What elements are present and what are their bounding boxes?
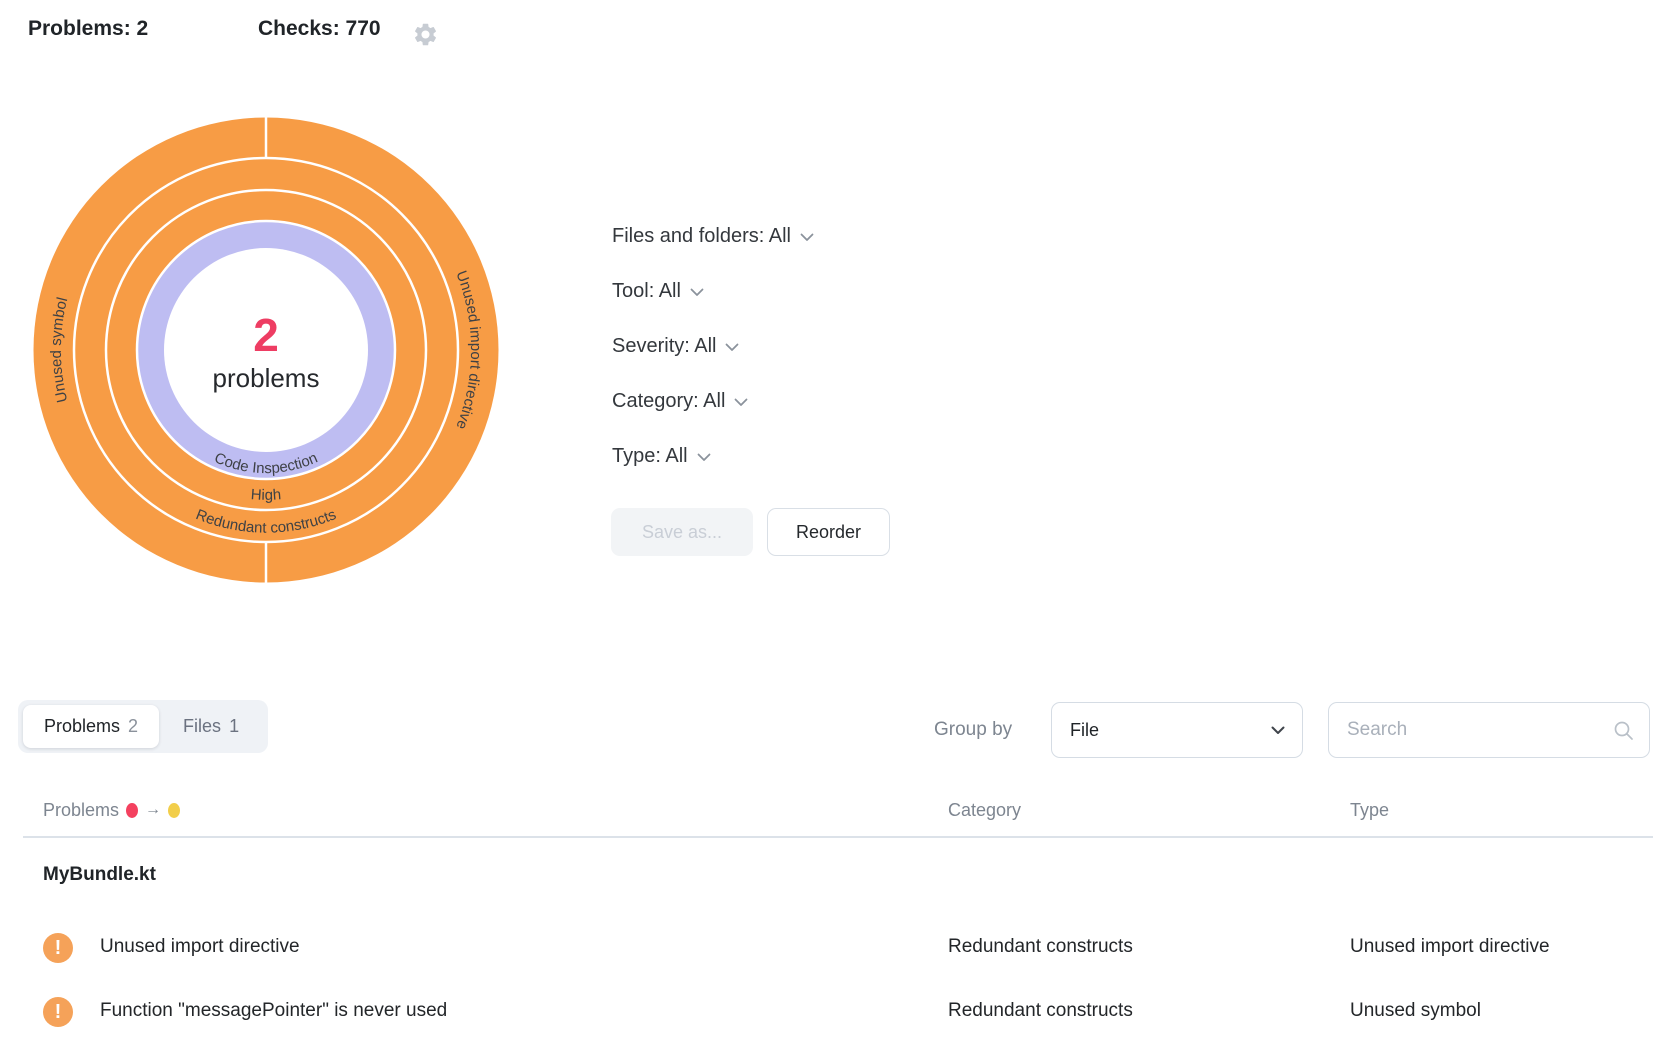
column-header-problems[interactable]: Problems → (43, 800, 181, 821)
filter-severity[interactable]: Severity: All (612, 334, 814, 358)
severity-high-dot (126, 803, 139, 818)
filter-severity-label: Severity: All (612, 334, 717, 357)
search-input[interactable] (1329, 719, 1613, 741)
chevron-down-icon (726, 343, 739, 351)
problems-sunburst-chart[interactable]: Code Inspection High Redundant construct… (33, 117, 499, 583)
filter-tool-label: Tool: All (612, 279, 681, 302)
problem-cell[interactable]: Function "messagePointer" is never used (100, 1000, 448, 1021)
gear-icon[interactable] (412, 21, 439, 48)
filter-type[interactable]: Type: All (612, 444, 814, 468)
ring-label-unused-symbol: Unused symbol (48, 296, 71, 404)
filter-category-label: Category: All (612, 389, 726, 412)
table-header-divider (23, 836, 1653, 838)
filter-files-and-folders-label: Files and folders: All (612, 224, 791, 247)
warning-icon: ! (43, 997, 73, 1027)
filter-tool[interactable]: Tool: All (612, 279, 814, 303)
chevron-down-icon (697, 453, 711, 461)
tab-files-count: 1 (229, 716, 240, 736)
category-cell: Redundant constructs (948, 936, 1133, 957)
filter-category[interactable]: Category: All (612, 389, 814, 413)
chart-center-value: 2 (253, 309, 279, 361)
type-cell: Unused import directive (1350, 936, 1550, 957)
chevron-down-icon (734, 398, 748, 406)
problems-total: Problems: 2 (28, 17, 149, 40)
file-group-row[interactable]: MyBundle.kt (43, 864, 156, 885)
ring-label-severity: High (250, 486, 281, 504)
tab-problems-label: Problems (44, 716, 121, 736)
type-cell: Unused symbol (1350, 1000, 1481, 1021)
column-header-problems-label: Problems (43, 800, 120, 820)
tab-problems-count: 2 (128, 716, 139, 736)
group-by-select[interactable]: File (1051, 702, 1303, 758)
tab-problems[interactable]: Problems 2 (23, 705, 160, 748)
severity-moderate-dot (168, 803, 181, 818)
search-box (1328, 702, 1650, 758)
tab-files-label: Files (183, 716, 222, 736)
sunburst-rings[interactable] (33, 117, 499, 583)
column-header-type[interactable]: Type (1350, 800, 1390, 820)
checks-total: Checks: 770 (258, 17, 381, 40)
group-by-label: Group by (934, 719, 1013, 740)
problem-cell[interactable]: Unused import directive (100, 936, 300, 957)
filter-files-and-folders[interactable]: Files and folders: All (612, 224, 814, 248)
category-cell: Redundant constructs (948, 1000, 1133, 1021)
tab-files[interactable]: Files 1 (159, 705, 263, 748)
filter-type-label: Type: All (612, 444, 688, 467)
chevron-down-icon (690, 288, 704, 296)
warning-icon: ! (43, 933, 73, 963)
save-as-button[interactable]: Save as... (611, 508, 753, 556)
view-tabs: Problems 2 Files 1 (18, 700, 269, 753)
reorder-button[interactable]: Reorder (767, 508, 890, 556)
group-by-value: File (1070, 719, 1100, 740)
search-icon (1614, 721, 1633, 740)
chevron-down-icon (1271, 726, 1285, 734)
chevron-down-icon (800, 233, 814, 241)
column-header-category[interactable]: Category (948, 800, 1022, 820)
arrow-right-icon: → (145, 801, 162, 818)
filter-list: Files and folders: All Tool: All Severit… (612, 224, 814, 499)
chart-center-label: problems (213, 363, 320, 393)
